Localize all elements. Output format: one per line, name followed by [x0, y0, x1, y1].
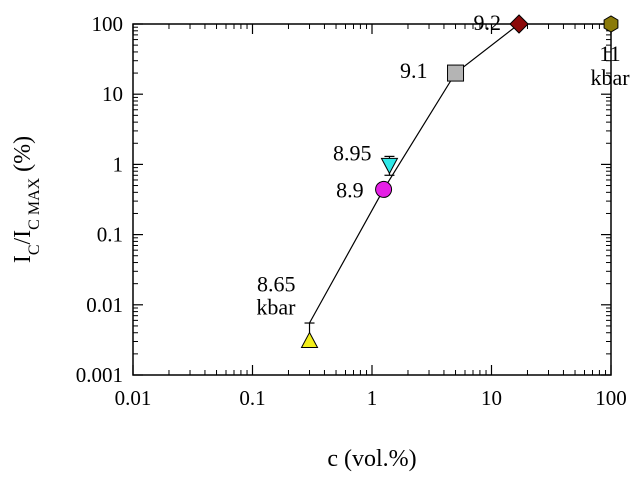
- x-tick-label: 0.01: [115, 386, 152, 410]
- fit-line: [308, 23, 520, 324]
- y-tick-label: 0.01: [86, 293, 123, 317]
- data-points: [300, 14, 619, 349]
- data-point: [375, 180, 393, 198]
- point-annotation-text: 8.65: [257, 272, 296, 297]
- data-point: [300, 331, 319, 349]
- point-annotation-text: 9.1: [400, 58, 428, 83]
- point-annotation-text: 8.95: [333, 140, 372, 165]
- data-point: [509, 14, 529, 34]
- tick-marks: [132, 23, 612, 376]
- y-tick-label: 1: [113, 152, 124, 176]
- y-tick-label: 0.001: [76, 363, 123, 387]
- point-annotation-text: 11: [599, 41, 620, 66]
- point-annotation-text: 8.9: [336, 177, 364, 202]
- y-tick-label: 10: [102, 82, 123, 106]
- y-axis-label: IC/IC MAX (%): [10, 136, 43, 263]
- x-axis-label: c (vol.%): [327, 446, 416, 472]
- y-axis-label-mid: /I: [10, 230, 36, 245]
- y-axis-label-sub1: C: [26, 245, 43, 256]
- point-annotation-text: 9.2: [474, 10, 502, 35]
- data-point: [380, 157, 399, 175]
- y-tick-label: 0.1: [97, 223, 123, 247]
- x-tick-label: 1: [367, 386, 378, 410]
- y-axis-label-main: I: [10, 255, 36, 263]
- point-annotation-text: kbar: [590, 65, 630, 90]
- y-axis-label-sub2: C MAX: [26, 177, 43, 229]
- y-tick-label: 100: [92, 12, 124, 36]
- point-annotation-text: kbar: [256, 295, 296, 320]
- x-tick-label: 100: [595, 386, 627, 410]
- data-point: [447, 64, 465, 82]
- x-tick-label: 0.1: [239, 386, 265, 410]
- x-tick-label: 10: [481, 386, 502, 410]
- data-point: [603, 15, 619, 33]
- plot-frame: [132, 23, 612, 376]
- y-axis-label-tail: (%): [10, 136, 36, 178]
